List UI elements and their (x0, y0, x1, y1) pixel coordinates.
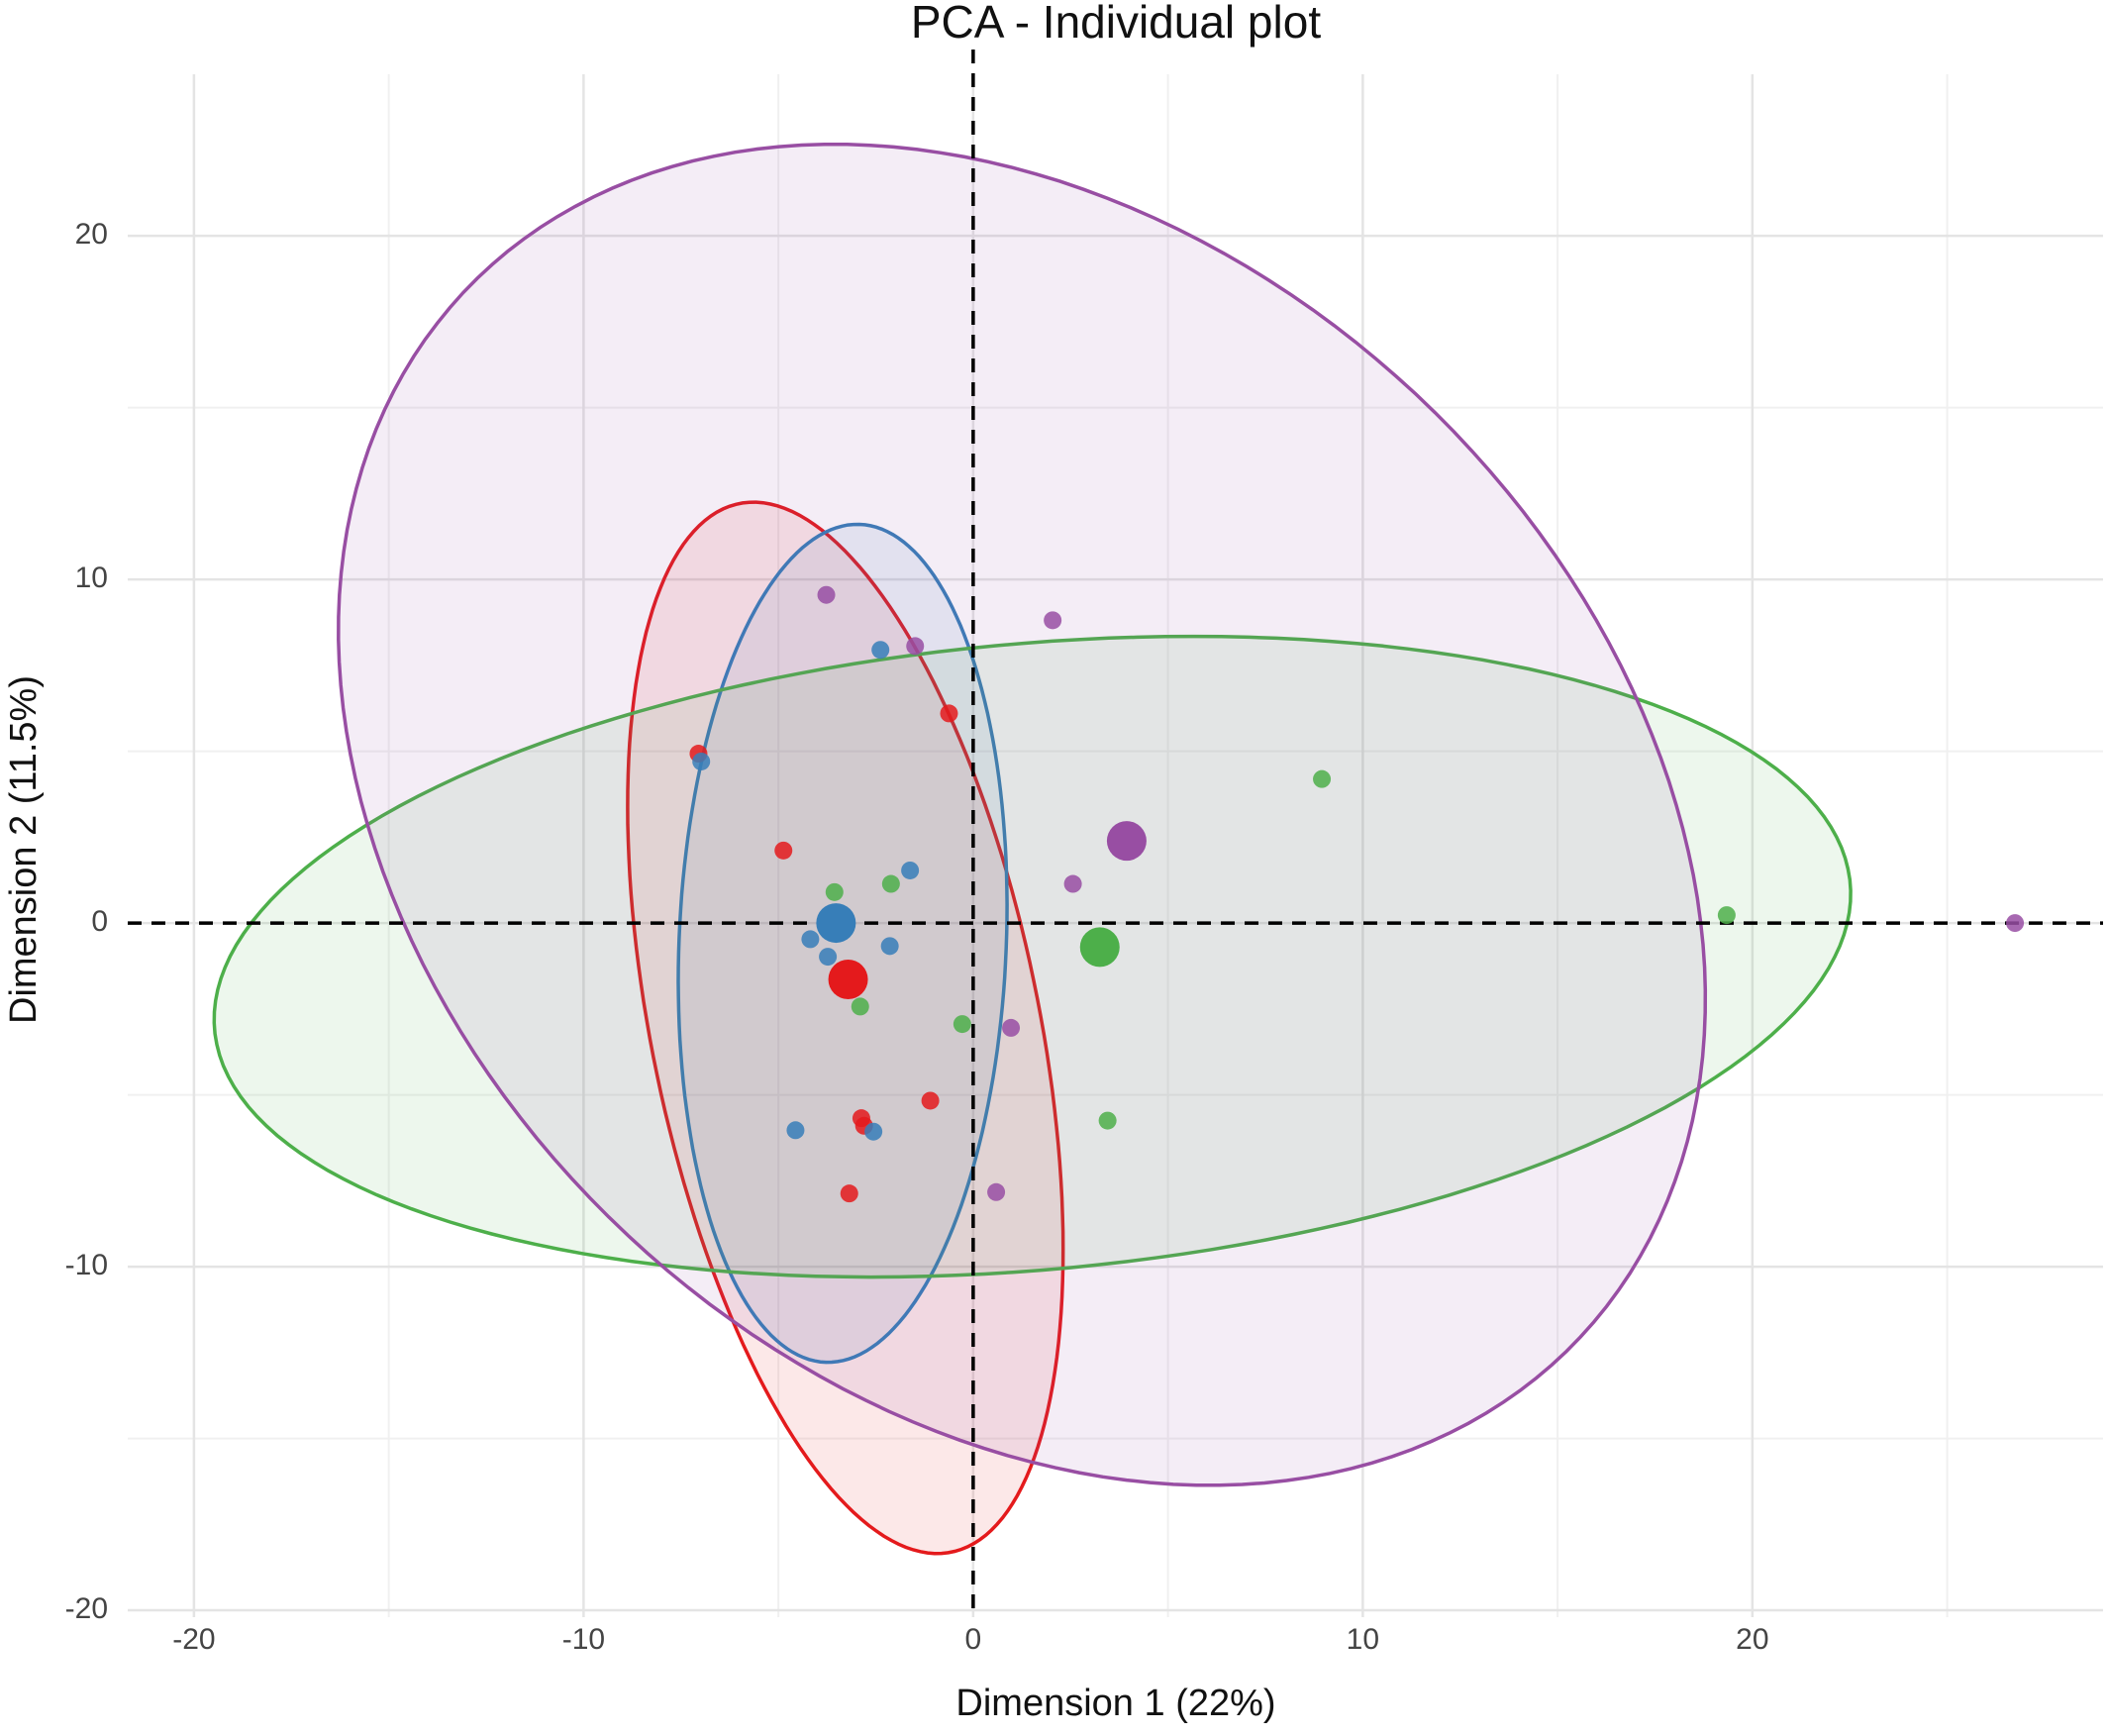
point (921, 1091, 940, 1110)
point (1044, 611, 1062, 630)
y-tick-label: -10 (65, 1249, 108, 1281)
point (1313, 769, 1332, 788)
y-tick-label: -20 (65, 1592, 108, 1625)
point (864, 1122, 883, 1141)
y-tick-label: 0 (91, 905, 108, 938)
y-tick-label: 10 (75, 562, 108, 594)
point (786, 1121, 805, 1140)
points (689, 585, 2025, 1203)
point (851, 997, 869, 1016)
reference-lines (128, 50, 2103, 1617)
point (801, 930, 820, 949)
y-axis-label: Dimension 2 (11.5%) (3, 675, 45, 1024)
point (1098, 1111, 1117, 1130)
x-tick-label: -10 (562, 1623, 605, 1656)
point (987, 1182, 1006, 1201)
x-tick-label: 20 (1736, 1623, 1768, 1656)
confidence-ellipse (626, 500, 1065, 1556)
confidence-ellipse (212, 634, 1853, 1279)
group-centroid (1106, 821, 1147, 862)
ellipses (212, 142, 1853, 1556)
point (871, 641, 890, 660)
point (825, 882, 844, 901)
point (1063, 874, 1082, 893)
chart-title: PCA - Individual plot (911, 0, 1321, 48)
group-centroid (1079, 927, 1120, 968)
group-centroid (816, 903, 856, 944)
point (881, 874, 900, 893)
point (906, 637, 925, 656)
y-tick-label: 20 (75, 218, 108, 251)
grid (128, 74, 2103, 1617)
point (774, 841, 793, 860)
x-tick-label: -20 (172, 1623, 215, 1656)
group-centroid (828, 959, 868, 999)
point (940, 704, 958, 723)
point (692, 752, 711, 770)
confidence-ellipse (337, 142, 1708, 1487)
point (1717, 906, 1736, 925)
point (953, 1015, 971, 1034)
point (901, 861, 920, 879)
x-tick-label: 0 (965, 1623, 982, 1656)
point (880, 937, 899, 956)
x-axis-label: Dimension 1 (22%) (955, 1683, 1275, 1724)
point (1002, 1018, 1021, 1037)
point (817, 585, 836, 604)
point (2006, 914, 2025, 933)
confidence-ellipse (676, 522, 1009, 1365)
point (840, 1184, 858, 1203)
x-tick-label: 10 (1347, 1623, 1379, 1656)
point (819, 948, 838, 967)
tick-labels: -20 -10 0 10 20 -20 -10 0 10 20 (65, 218, 1769, 1656)
